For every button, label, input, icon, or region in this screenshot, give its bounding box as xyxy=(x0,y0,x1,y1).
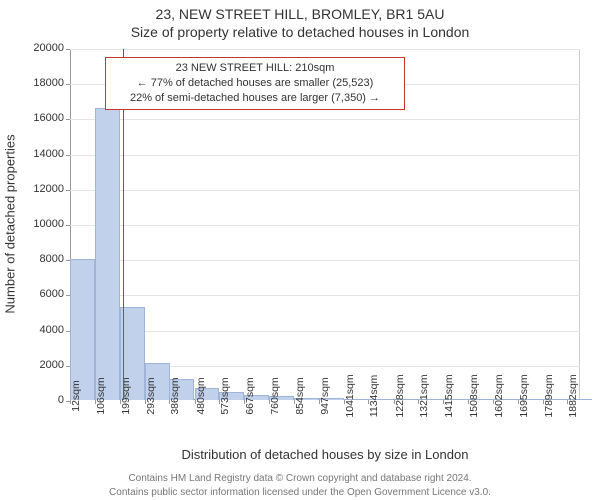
y-tick-mark xyxy=(66,155,70,156)
gridline xyxy=(70,295,580,296)
chart-subtitle: Size of property relative to detached ho… xyxy=(0,24,600,40)
footer-copyright: Contains HM Land Registry data © Crown c… xyxy=(0,473,600,484)
property-size-chart: 23, NEW STREET HILL, BROMLEY, BR1 5AU Si… xyxy=(0,0,600,500)
x-tick-label: 854sqm xyxy=(294,377,306,414)
y-tick-label: 8000 xyxy=(8,253,64,265)
y-tick-label: 2000 xyxy=(8,359,64,371)
x-tick-label: 106sqm xyxy=(95,377,107,414)
gridline xyxy=(70,225,580,226)
x-tick-label: 199sqm xyxy=(120,377,132,414)
y-tick-label: 20000 xyxy=(8,42,64,54)
gridline xyxy=(70,155,580,156)
y-tick-mark xyxy=(66,49,70,50)
gridline xyxy=(70,331,580,332)
y-tick-mark xyxy=(66,119,70,120)
x-axis-label: Distribution of detached houses by size … xyxy=(70,447,580,462)
y-tick-mark xyxy=(66,225,70,226)
x-tick-label: 293sqm xyxy=(145,377,157,414)
x-tick-label: 573sqm xyxy=(219,377,231,414)
x-tick-label: 480sqm xyxy=(195,377,207,414)
x-tick-label: 1134sqm xyxy=(368,375,380,417)
annotation-line: ← 77% of detached houses are smaller (25… xyxy=(114,76,396,91)
x-tick-label: 760sqm xyxy=(269,377,281,414)
gridline xyxy=(70,190,580,191)
x-tick-label: 1321sqm xyxy=(418,374,430,417)
y-tick-label: 4000 xyxy=(8,324,64,336)
x-tick-label: 1041sqm xyxy=(344,374,356,417)
x-tick-label: 12sqm xyxy=(70,380,82,412)
footer-licence: Contains public sector information licen… xyxy=(0,487,600,498)
x-tick-label: 1602sqm xyxy=(493,374,505,417)
x-tick-label: 1789sqm xyxy=(543,374,555,417)
x-tick-label: 667sqm xyxy=(244,377,256,414)
y-tick-label: 12000 xyxy=(8,183,64,195)
x-tick-label: 386sqm xyxy=(169,377,181,414)
y-tick-label: 10000 xyxy=(8,218,64,230)
annotation-title: 23 NEW STREET HILL: 210sqm xyxy=(114,61,396,76)
y-tick-label: 6000 xyxy=(8,288,64,300)
x-tick-label: 1882sqm xyxy=(567,374,579,417)
x-tick-label: 947sqm xyxy=(319,377,331,414)
x-tick-label: 1415sqm xyxy=(443,374,455,417)
histogram-bar xyxy=(95,108,120,400)
chart-title-address: 23, NEW STREET HILL, BROMLEY, BR1 5AU xyxy=(0,6,600,22)
y-tick-label: 14000 xyxy=(8,148,64,160)
annotation-box: 23 NEW STREET HILL: 210sqm← 77% of detac… xyxy=(105,57,405,110)
gridline xyxy=(70,260,580,261)
y-tick-mark xyxy=(66,190,70,191)
gridline xyxy=(70,49,580,50)
y-tick-mark xyxy=(66,84,70,85)
gridline xyxy=(70,119,580,120)
y-tick-label: 0 xyxy=(8,394,64,406)
y-tick-label: 16000 xyxy=(8,112,64,124)
x-tick-label: 1695sqm xyxy=(518,374,530,417)
x-tick-label: 1228sqm xyxy=(394,374,406,417)
plot-area: 12sqm106sqm199sqm293sqm386sqm480sqm573sq… xyxy=(70,48,580,400)
y-tick-label: 18000 xyxy=(8,77,64,89)
x-tick-label: 1508sqm xyxy=(468,374,480,417)
annotation-line: 22% of semi-detached houses are larger (… xyxy=(114,91,396,106)
